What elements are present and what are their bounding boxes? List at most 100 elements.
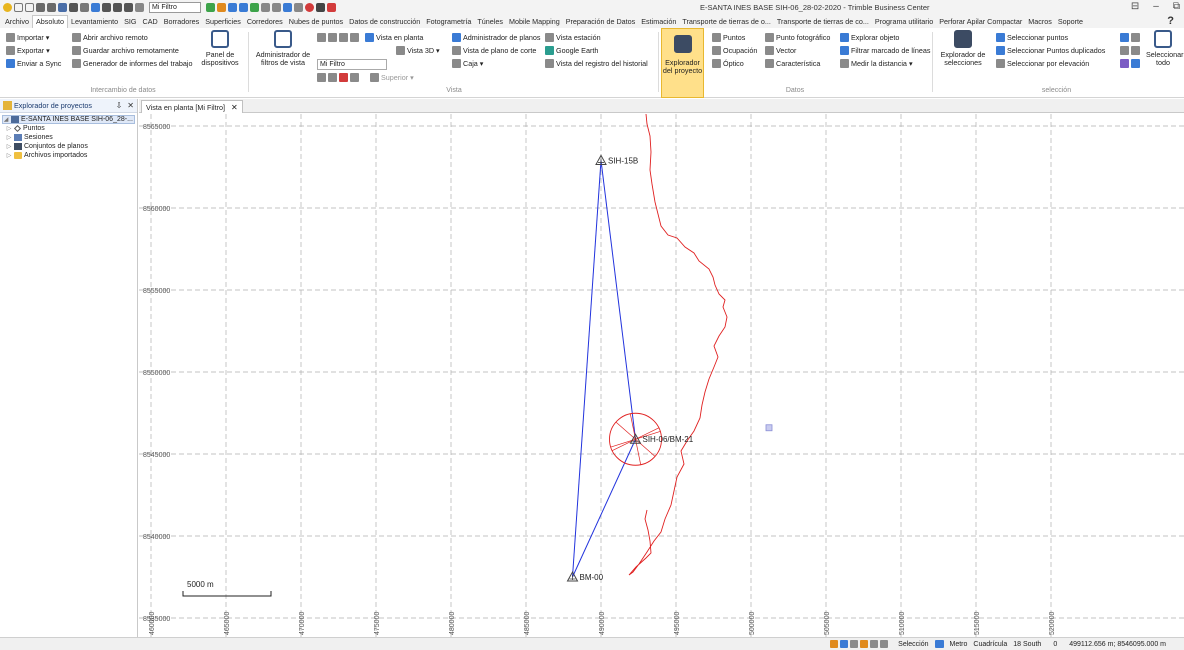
menu-superficies[interactable]: Superficies	[205, 17, 241, 26]
menu-fotogrametria[interactable]: Fotogrametría	[426, 17, 472, 26]
status-unit[interactable]: Metro	[949, 640, 968, 648]
view3d-button[interactable]: Vista 3D ▾	[396, 45, 440, 56]
save-remote-button[interactable]: Guardar archivo remotamente	[72, 45, 179, 56]
eye-icon[interactable]	[135, 3, 144, 12]
menu-tuneles[interactable]: Túneles	[477, 17, 503, 26]
menu-absoluto[interactable]: Absoluto	[31, 15, 68, 28]
pen-icon[interactable]	[294, 3, 303, 12]
select-all-button[interactable]: Seleccionar todo	[1146, 30, 1184, 67]
tab-plan-view[interactable]: Vista en planta [Mi Filtro] ✕	[141, 100, 243, 113]
section-view-button[interactable]: Vista de plano de corte	[452, 45, 536, 56]
plan-view-button[interactable]: Vista en planta	[365, 32, 423, 43]
save-icon[interactable]	[58, 3, 67, 12]
expand-icon[interactable]: ▷	[6, 135, 12, 141]
expand-icon[interactable]: ▷	[6, 153, 12, 159]
measure-icon[interactable]	[272, 3, 281, 12]
print-icon[interactable]	[69, 3, 78, 12]
open-icon[interactable]	[47, 3, 56, 12]
panel-pin-button[interactable]: ⇩	[115, 101, 123, 110]
filter-icon[interactable]	[206, 3, 215, 12]
menu-transporte-o[interactable]: Transporte de tierras de o...	[682, 17, 771, 26]
record-icon[interactable]	[305, 3, 314, 12]
occupation-button[interactable]: Ocupación	[712, 45, 757, 56]
status-zone[interactable]: 18 South	[1013, 640, 1042, 648]
snap-icon[interactable]	[830, 640, 839, 648]
layer-icon[interactable]	[860, 640, 869, 648]
explore-object-button[interactable]: Explorar objeto	[840, 32, 899, 43]
expand-icon[interactable]: ▷	[6, 126, 12, 132]
collapse-icon[interactable]: ◢	[3, 117, 9, 123]
selection-tools-3[interactable]	[1120, 58, 1140, 69]
check-icon[interactable]	[250, 3, 259, 12]
device-panel-button[interactable]: Panel de dispositivos	[199, 30, 241, 67]
view-icon[interactable]	[102, 3, 111, 12]
undo-icon[interactable]	[14, 3, 23, 12]
settings-icon[interactable]	[80, 3, 89, 12]
select-points-button[interactable]: Seleccionar puntos	[996, 32, 1068, 43]
cogo-icon[interactable]	[283, 3, 292, 12]
select-duplicates-button[interactable]: Seleccionar Puntos duplicados	[996, 45, 1105, 56]
tree-node-sessions[interactable]: ▷ Sesiones	[6, 134, 53, 141]
tab-close-icon[interactable]: ✕	[230, 102, 238, 112]
menu-datos-de-construccion[interactable]: Datos de construcción	[349, 17, 421, 26]
import-button[interactable]: Importar ▾	[6, 32, 49, 43]
points-button[interactable]: Puntos	[712, 32, 745, 43]
google-earth-button[interactable]: Google Earth	[545, 45, 598, 56]
filter-line-marks-button[interactable]: Filtrar marcado de líneas	[840, 45, 931, 56]
tree-node-plan-sets[interactable]: ▷ Conjuntos de planos	[6, 143, 88, 150]
selection-tools[interactable]	[1120, 32, 1140, 43]
menu-perforar[interactable]: Perforar Apilar Compactar	[939, 17, 1023, 26]
status-grid[interactable]: Cuadrícula	[973, 640, 1008, 648]
menu-levantamiento[interactable]: Levantamiento	[70, 17, 119, 26]
plan-view-canvas[interactable]: 8565000 8560000 8555000 8550000 8545000 85400…	[139, 114, 1184, 637]
menu-macros[interactable]: Macros	[1028, 17, 1052, 26]
menu-programa-utilitario[interactable]: Programa utilitario	[874, 17, 934, 26]
menu-estimacion[interactable]: Estimación	[641, 17, 677, 26]
menu-cad[interactable]: CAD	[142, 17, 158, 26]
top-view-button[interactable]: Superior ▾	[370, 72, 414, 83]
feature-button[interactable]: Característica	[765, 58, 820, 69]
table-icon[interactable]	[261, 3, 270, 12]
grid-toggle-icon[interactable]	[850, 640, 859, 648]
send-sync-button[interactable]: Enviar a Sync	[6, 58, 61, 69]
selection-tools-2[interactable]	[1120, 45, 1140, 56]
measure-distance-button[interactable]: Medir la distancia ▾	[840, 58, 913, 69]
menu-mobile-mapping[interactable]: Mobile Mapping	[508, 17, 560, 26]
maximize-button[interactable]: ⧉	[1172, 1, 1180, 12]
menu-archivo[interactable]: Archivo	[5, 17, 29, 26]
photo-point-button[interactable]: Punto fotográfico	[765, 32, 830, 43]
open-remote-button[interactable]: Abrir archivo remoto	[72, 32, 148, 43]
optical-button[interactable]: Óptico	[712, 58, 744, 69]
new-icon[interactable]	[36, 3, 45, 12]
vector-button[interactable]: Vector	[765, 45, 796, 56]
selection-explorer-button[interactable]: Explorador de selecciones	[938, 30, 988, 67]
grid-icon[interactable]	[124, 3, 133, 12]
view-filter-select[interactable]: Mi Filtro	[317, 59, 387, 70]
menu-corredores[interactable]: Corredores	[246, 17, 283, 26]
minimize-button[interactable]: –	[1153, 1, 1159, 12]
expand-icon[interactable]: ▷	[6, 144, 12, 150]
station-view-button[interactable]: Vista estación	[545, 32, 601, 43]
line-icon[interactable]	[239, 3, 248, 12]
cursor-icon[interactable]	[870, 640, 879, 648]
zoom-icon[interactable]	[91, 3, 100, 12]
point-icon[interactable]	[228, 3, 237, 12]
color-icon[interactable]	[217, 3, 226, 12]
select-by-elevation-button[interactable]: Seleccionar por elevación	[996, 58, 1089, 69]
menu-soporte[interactable]: Soporte	[1057, 17, 1084, 26]
help-button[interactable]: ?	[1167, 15, 1174, 27]
menu-sig[interactable]: SIG	[124, 17, 137, 26]
ribbon-display-button[interactable]: ⊟	[1130, 1, 1140, 12]
layers-icon[interactable]	[113, 3, 122, 12]
export-button[interactable]: Exportar ▾	[6, 45, 50, 56]
box-button[interactable]: Caja ▾	[452, 58, 483, 69]
angle-icon[interactable]	[880, 640, 889, 648]
tree-root[interactable]: ◢ E-SANTA INES BASE SIH-06_28-...	[2, 115, 135, 124]
alert-icon[interactable]	[327, 3, 336, 12]
project-explorer-button[interactable]: Explorador del proyecto	[661, 28, 704, 98]
menu-preparacion-de-datos[interactable]: Preparación de Datos	[565, 17, 636, 26]
stop-icon[interactable]	[316, 3, 325, 12]
menu-borradores[interactable]: Borradores	[163, 17, 200, 26]
zoom-tools[interactable]	[317, 32, 359, 43]
history-view-button[interactable]: Vista del registro del historial	[545, 58, 648, 69]
